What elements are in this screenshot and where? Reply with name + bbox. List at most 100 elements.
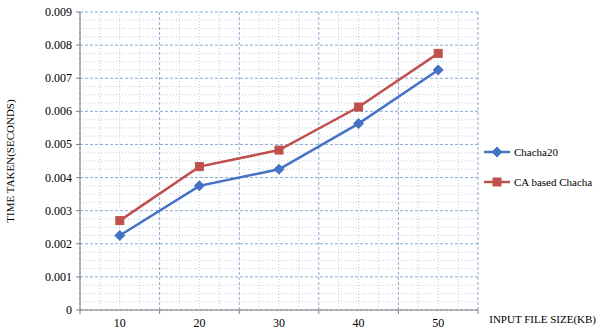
minor-grid: [80, 235, 478, 236]
grid-line: [80, 276, 478, 277]
y-tick-label: 0.005: [45, 137, 72, 151]
x-tick: [318, 310, 319, 314]
y-tick-label: 0.001: [45, 270, 72, 284]
grid-line: [80, 310, 478, 311]
minor-grid: [80, 293, 478, 294]
marker: [433, 65, 443, 75]
marker: [355, 103, 363, 111]
y-tick: [76, 210, 80, 211]
marker: [354, 119, 364, 129]
vertical-grid: [199, 12, 200, 310]
y-tick: [76, 144, 80, 145]
vertical-grid: [99, 12, 100, 310]
y-tick-label: 0.008: [45, 38, 72, 52]
legend-marker: [492, 147, 502, 157]
vertical-grid: [338, 12, 339, 310]
x-tick: [398, 310, 399, 314]
marker: [194, 181, 204, 191]
x-tick-label: 10: [114, 316, 126, 330]
marker: [195, 163, 203, 171]
minor-grid: [80, 20, 478, 21]
plot-area: [115, 49, 443, 240]
vertical-grid: [318, 12, 319, 310]
y-tick: [76, 310, 80, 311]
x-tick: [80, 310, 81, 314]
vertical-grid: [279, 12, 280, 310]
vertical-grid: [458, 12, 459, 310]
vertical-grid: [219, 12, 220, 310]
grid-line: [80, 243, 478, 244]
minor-grid: [80, 119, 478, 120]
vertical-grid: [298, 12, 299, 310]
minor-grid: [80, 53, 478, 54]
legend-marker: [493, 178, 501, 186]
minor-grid: [80, 61, 478, 62]
grid-line: [80, 45, 478, 46]
legend-label: Chacha20: [514, 146, 558, 158]
minor-grid: [80, 301, 478, 302]
x-tick: [159, 310, 160, 314]
series-line: [120, 53, 438, 220]
y-tick-label: 0.004: [45, 171, 72, 185]
grid-line: [80, 78, 478, 79]
vertical-grid: [179, 12, 180, 310]
x-axis: [80, 310, 478, 311]
y-tick-label: 0.007: [45, 71, 72, 85]
grid: [80, 12, 478, 310]
marker: [275, 146, 283, 154]
y-tick: [76, 243, 80, 244]
x-tick: [478, 310, 479, 314]
x-tick-label: 50: [432, 316, 444, 330]
vertical-grid: [259, 12, 260, 310]
x-tick-label: 20: [193, 316, 205, 330]
y-tick-label: 0.003: [45, 204, 72, 218]
minor-grid: [80, 94, 478, 95]
grid-line: [80, 111, 478, 112]
minor-grid: [80, 86, 478, 87]
y-tick-label: 0.009: [45, 5, 72, 19]
minor-grid: [80, 227, 478, 228]
y-axis: [80, 12, 81, 310]
minor-grid: [80, 127, 478, 128]
minor-grid: [80, 202, 478, 203]
chart-svg: 0 0.001 0.002 0.003 0.004 0.005 0.006 0.007 0.00…: [0, 0, 600, 335]
grid-line: [80, 12, 478, 13]
y-tick: [76, 45, 80, 46]
y-tick: [76, 276, 80, 277]
vertical-grid: [80, 12, 81, 310]
legend-label: CA based Chacha: [514, 176, 592, 188]
vertical-grid: [478, 12, 479, 310]
minor-grid: [80, 194, 478, 195]
minor-grid: [80, 28, 478, 29]
marker: [115, 231, 125, 241]
marker: [116, 217, 124, 225]
x-tick-label: 30: [273, 316, 285, 330]
marker: [434, 49, 442, 57]
y-tick: [76, 177, 80, 178]
grid-line: [80, 177, 478, 178]
y-tick-label: 0: [66, 303, 72, 317]
grid-line: [80, 210, 478, 211]
vertical-grid: [239, 12, 240, 310]
vertical-grid: [398, 12, 399, 310]
minor-grid: [80, 260, 478, 261]
x-axis-title: INPUT FILE SIZE(KB): [489, 313, 596, 326]
x-tick: [239, 310, 240, 314]
chart-container: 0 0.001 0.002 0.003 0.004 0.005 0.006 0.007 0.00…: [0, 0, 600, 335]
x-tick-label: 40: [353, 316, 365, 330]
y-tick-label: 0.006: [45, 104, 72, 118]
minor-grid: [80, 161, 478, 162]
legend: Chacha20 CA based Chacha: [484, 146, 592, 188]
y-tick-label: 0.002: [45, 237, 72, 251]
marker: [274, 164, 284, 174]
grid-line: [80, 144, 478, 145]
vertical-grid: [119, 12, 120, 310]
vertical-grid: [418, 12, 419, 310]
vertical-grid: [358, 12, 359, 310]
y-tick: [76, 111, 80, 112]
y-axis-title: TIME TAKEN(SECONDS): [4, 99, 17, 223]
vertical-grid: [139, 12, 140, 310]
series-line: [120, 70, 438, 236]
y-tick: [76, 12, 80, 13]
vertical-grid: [378, 12, 379, 310]
